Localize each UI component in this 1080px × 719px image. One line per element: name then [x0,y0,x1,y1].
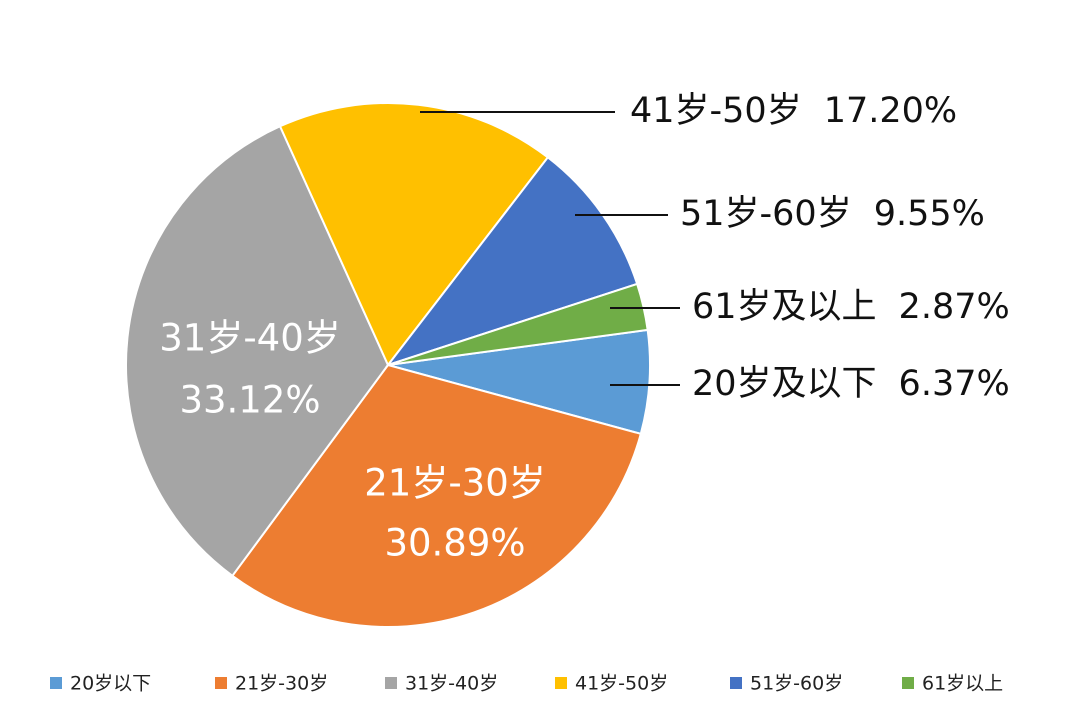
pie-slice [385,155,639,367]
legend-swatch [215,677,227,689]
slice-value: 6.37% [899,364,1010,404]
slice-value: 30.89% [384,522,525,565]
slice-value: 9.55% [874,194,985,234]
legend-label: 20岁以下 [70,673,151,695]
legend-swatch [730,677,742,689]
slice-name: 31岁-40岁 [159,317,341,360]
slice-label: 41岁-50岁 17.20% [630,91,957,131]
slice-value: 2.87% [899,287,1010,327]
legend-label: 31岁-40岁 [405,673,498,695]
slice-label: 20岁及以下 6.37% [692,364,1010,404]
slice-name: 20岁及以下 [692,364,877,404]
legend-swatch [555,677,567,689]
pie-slice [125,124,390,578]
legend-swatch [385,677,397,689]
legend-label: 41岁-50岁 [575,673,668,695]
slice-name: 51岁-60岁 [680,194,852,234]
slice-value: 33.12% [179,379,320,422]
pie-slice [387,282,649,366]
slice-name: 61岁及以上 [692,287,877,327]
slice-name: 41岁-50岁 [630,91,802,131]
legend-swatch [902,677,914,689]
pie-slice [230,363,643,628]
slice-name: 21岁-30岁 [364,462,546,505]
legend-swatch [50,677,62,689]
legend-label: 51岁-60岁 [750,673,843,695]
pie-slice [278,102,550,367]
legend-label: 61岁以上 [922,673,1003,695]
slice-label: 61岁及以上 2.87% [692,287,1010,327]
slice-label: 51岁-60岁 9.55% [680,194,985,234]
legend-label: 21岁-30岁 [235,673,328,695]
slice-value: 17.20% [824,91,957,131]
